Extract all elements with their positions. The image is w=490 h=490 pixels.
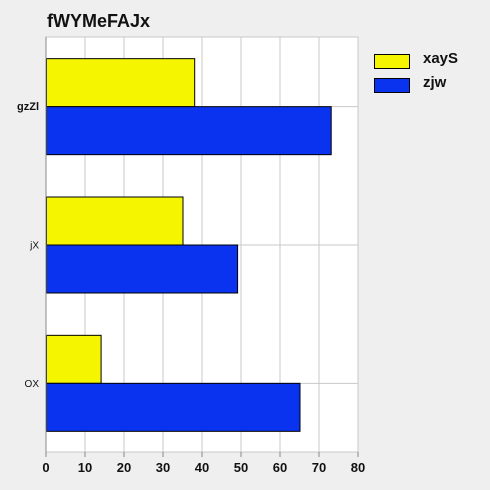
- y-tick-label: jX: [29, 241, 39, 252]
- bar-xays-ox: [46, 334, 102, 384]
- legend-label-xays: xayS: [423, 50, 459, 67]
- bar-zjw-ox: [46, 382, 301, 432]
- x-tick-label: 30: [156, 460, 170, 475]
- x-tick-label: 20: [117, 460, 131, 475]
- x-tick-label: 0: [42, 460, 49, 475]
- legend-swatch-zjw: [374, 78, 410, 93]
- bar-xays-gzzl: [46, 58, 196, 108]
- bar-zjw-jx: [46, 244, 239, 294]
- y-tick-label: OX: [25, 379, 40, 390]
- chart-title: fWYMeFAJx: [47, 11, 151, 31]
- bar-zjw-gzzl: [46, 106, 332, 156]
- x-tick-label: 40: [195, 460, 209, 475]
- y-tick-label: gzZl: [17, 101, 39, 113]
- bar-xays-jx: [46, 196, 184, 246]
- legend-swatch-xays: [374, 54, 410, 69]
- legend-label-zjw: zjw: [423, 74, 447, 91]
- x-tick-label: 60: [273, 460, 287, 475]
- x-tick-label: 70: [312, 460, 326, 475]
- x-tick-label: 80: [351, 460, 365, 475]
- x-tick-label: 50: [234, 460, 248, 475]
- x-tick-label: 10: [78, 460, 92, 475]
